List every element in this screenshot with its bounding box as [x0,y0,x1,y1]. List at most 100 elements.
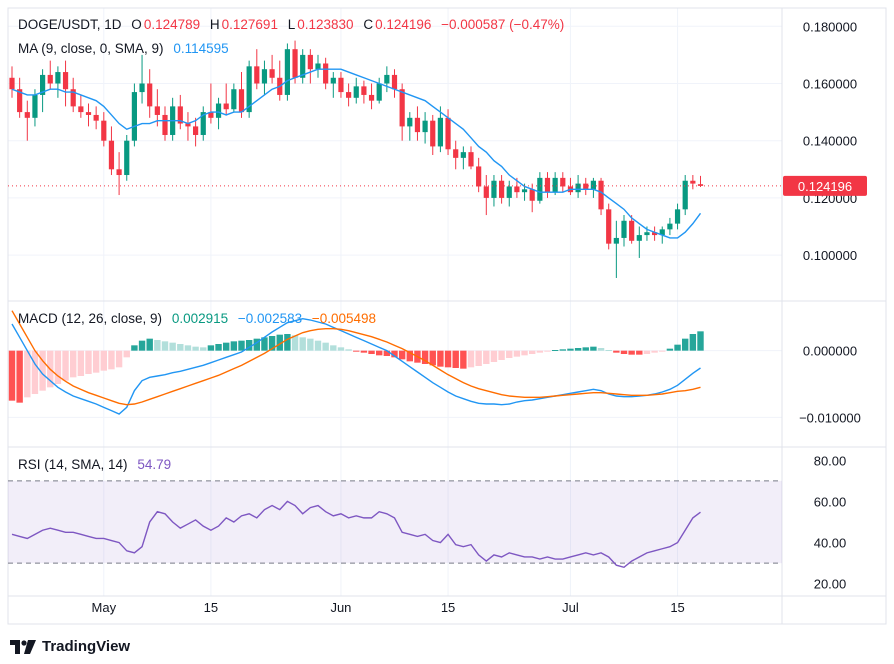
macd-histogram-bar[interactable] [115,350,123,368]
macd-histogram-bar[interactable] [682,338,689,351]
macd-histogram-bar[interactable] [54,350,62,384]
candle[interactable] [629,215,635,244]
macd-histogram-bar[interactable] [383,350,391,356]
candle[interactable] [223,83,229,115]
macd-histogram-bar[interactable] [460,350,467,369]
rsi-tick-label[interactable]: 60.00 [814,494,847,509]
macd-histogram-bar[interactable] [444,350,452,368]
candle[interactable] [101,112,107,147]
candle[interactable] [613,220,619,278]
candle[interactable] [430,114,436,155]
macd-histogram-bar[interactable] [643,350,651,354]
candle[interactable] [200,106,206,141]
macd-histogram-bar[interactable] [314,340,322,351]
candle[interactable] [483,175,489,216]
macd-histogram-bar[interactable] [299,337,306,351]
candle[interactable] [116,152,122,196]
candle[interactable] [552,172,558,196]
candle[interactable] [346,83,352,107]
macd-histogram-bar[interactable] [253,338,260,351]
rsi-tick-label[interactable]: 40.00 [814,536,847,551]
macd-histogram-bar[interactable] [161,341,169,351]
macd-histogram-bar[interactable] [77,350,85,376]
candle[interactable] [9,66,15,98]
macd-histogram-bar[interactable] [636,350,643,355]
time-tick-label[interactable]: Jun [330,600,351,615]
price-axis[interactable]: 0.1800000.1600000.1400000.1200000.100000… [783,19,867,592]
candle[interactable] [269,54,275,84]
time-tick-label[interactable]: 15 [441,600,455,615]
candle[interactable] [353,77,359,104]
candle[interactable] [460,146,466,170]
candle[interactable] [254,49,260,90]
macd-histogram-bar[interactable] [223,342,230,351]
candle[interactable] [177,94,183,130]
macd-histogram-bar[interactable] [490,350,498,362]
macd-histogram-bar[interactable] [8,350,16,401]
macd-histogram-bar[interactable] [406,350,413,362]
macd-histogram-bar[interactable] [513,350,521,357]
macd-histogram-bar[interactable] [536,350,544,353]
macd-histogram-bar[interactable] [276,334,283,351]
macd-histogram-bar[interactable] [605,350,612,351]
candle[interactable] [85,103,92,127]
time-axis[interactable]: May 15 Jun 15 Jul 15 [92,600,685,615]
macd-histogram-bar[interactable] [261,337,268,351]
candle[interactable] [445,109,451,155]
candle[interactable] [323,57,329,90]
tradingview-logo[interactable]: TradingView [10,638,130,655]
candle[interactable] [567,177,574,196]
candle[interactable] [246,60,252,118]
macd-histogram-bar[interactable] [368,350,375,354]
candle[interactable] [185,112,191,141]
candle[interactable] [407,112,413,141]
candle[interactable] [277,60,283,101]
candle[interactable] [108,126,115,176]
macd-histogram-bar[interactable] [529,350,536,354]
time-tick-label[interactable]: Jul [562,600,579,615]
rsi-label[interactable]: RSI (14, SMA, 14) [18,457,128,472]
macd-histogram-bar[interactable] [551,350,559,351]
macd-histogram-bar[interactable] [498,350,505,360]
candle[interactable] [606,203,612,250]
candle[interactable] [697,175,704,187]
candle[interactable] [598,177,604,216]
macd-histogram-bar[interactable] [674,344,681,351]
macd-histogram-bar[interactable] [192,346,199,351]
macd-label[interactable]: MACD (12, 26, close, 9) [18,311,163,326]
macd-histogram-bar[interactable] [100,350,107,371]
last-price-badge[interactable] [783,175,867,196]
rsi-pane[interactable] [8,480,782,569]
candle[interactable] [506,180,512,207]
candle[interactable] [208,83,214,124]
macd-histogram-bar[interactable] [39,350,46,391]
macd-histogram-bar[interactable] [521,350,528,356]
candle[interactable] [78,94,84,118]
candle[interactable] [361,80,367,104]
macd-histogram-bar[interactable] [376,350,383,356]
candle[interactable] [575,175,581,198]
candle[interactable] [583,177,589,196]
candle[interactable] [215,97,222,130]
candle[interactable] [139,54,145,104]
macd-histogram-bar[interactable] [284,334,291,351]
macd-histogram-bar[interactable] [92,350,100,373]
macd-histogram-bar[interactable] [620,350,628,354]
macd-tick-label[interactable]: 0.000000 [803,344,857,359]
price-tick-label[interactable]: 0.140000 [803,134,857,149]
macd-histogram-bar[interactable] [70,350,77,378]
rsi-tick-label[interactable]: 20.00 [814,577,847,592]
macd-histogram-bar[interactable] [567,348,574,351]
time-tick-label[interactable]: May [92,600,117,615]
macd-histogram-bar[interactable] [467,350,475,368]
macd-histogram-bar[interactable] [666,348,674,351]
macd-histogram-bar[interactable] [24,350,31,398]
candle[interactable] [162,106,168,141]
time-tick-label[interactable]: 15 [204,600,218,615]
candle[interactable] [193,117,199,147]
candle[interactable] [40,69,46,113]
candle[interactable] [55,66,61,98]
macd-histogram-bar[interactable] [483,350,490,364]
candle[interactable] [384,66,390,93]
